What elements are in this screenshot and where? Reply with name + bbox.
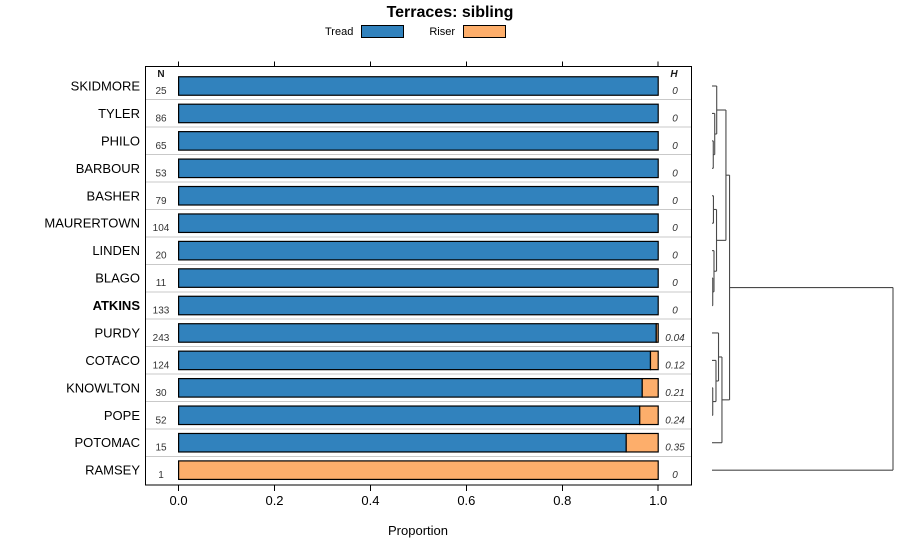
n-value: 243 [153, 333, 170, 344]
n-value: 104 [153, 223, 170, 234]
h-value: 0 [672, 196, 678, 207]
n-value: 53 [155, 168, 167, 179]
n-value: 30 [155, 388, 167, 399]
axis-tick-label: 0.0 [170, 493, 188, 508]
tread-segment-ATKINS [178, 295, 659, 316]
tread-segment-KNOWLTON [178, 377, 643, 398]
h-value: 0 [672, 251, 678, 262]
h-value: 0 [672, 113, 678, 124]
axis-tick-label: 0.2 [265, 493, 283, 508]
tread-segment-PHILO [178, 131, 659, 151]
n-value: 79 [155, 196, 167, 207]
row-label-ATKINS: ATKINS [93, 298, 141, 313]
n-column-header: N [157, 69, 165, 80]
legend-item-riser: Riser [429, 25, 506, 38]
h-column-header: H [670, 69, 678, 80]
h-value: 0 [672, 141, 678, 152]
h-value: 0 [672, 168, 678, 179]
tread-segment-COTACO [178, 350, 652, 371]
n-value: 20 [155, 251, 167, 262]
n-value: 52 [155, 415, 167, 426]
axis-tick-label: 0.8 [553, 493, 571, 508]
row-label-BLAGO: BLAGO [95, 271, 140, 286]
row-label-TYLER: TYLER [98, 106, 140, 121]
x-axis-label: Proportion [388, 523, 448, 538]
riser-segment-RAMSEY [178, 460, 659, 481]
h-value: 0 [672, 470, 678, 481]
n-value: 124 [153, 360, 170, 371]
row-label-KNOWLTON: KNOWLTON [66, 380, 140, 395]
riser-segment-POTOMAC [625, 432, 659, 453]
row-label-COTACO: COTACO [85, 353, 140, 368]
tread-segment-MAURERTOWN [178, 213, 659, 234]
axis-tick-label: 0.6 [457, 493, 475, 508]
h-value: 0.12 [665, 360, 685, 371]
row-label-PHILO: PHILO [101, 133, 140, 148]
legend-label-riser: Riser [429, 25, 455, 38]
legend: Tread Riser [325, 25, 506, 38]
h-value: 0.35 [665, 443, 685, 454]
riser-segment-COTACO [649, 350, 659, 371]
row-label-SKIDMORE: SKIDMORE [71, 79, 141, 94]
h-value: 0 [672, 306, 678, 317]
n-value: 25 [155, 86, 167, 97]
h-value: 0 [672, 223, 678, 234]
axis-tick-label: 0.4 [361, 493, 379, 508]
row-label-LINDEN: LINDEN [92, 243, 140, 258]
tread-segment-TYLER [178, 103, 659, 124]
h-value: 0.04 [665, 333, 685, 344]
tread-swatch [361, 25, 405, 38]
riser-segment-PURDY [655, 323, 659, 343]
row-label-BASHER: BASHER [87, 188, 140, 203]
tread-segment-BARBOUR [178, 158, 659, 179]
n-value: 1 [158, 470, 164, 481]
axis-tick-label: 1.0 [649, 493, 667, 508]
row-label-POPE: POPE [104, 408, 140, 423]
tread-segment-PURDY [178, 323, 657, 343]
riser-swatch [463, 25, 506, 38]
h-value: 0 [672, 86, 678, 97]
n-value: 15 [155, 443, 167, 454]
legend-label-tread: Tread [325, 25, 354, 38]
n-value: 11 [156, 278, 167, 289]
row-label-POTOMAC: POTOMAC [75, 435, 141, 450]
plot-box [145, 66, 692, 486]
riser-segment-KNOWLTON [641, 377, 659, 398]
tread-segment-POPE [178, 405, 641, 426]
tread-segment-SKIDMORE [178, 76, 659, 96]
tread-segment-BASHER [178, 185, 659, 206]
row-label-RAMSEY: RAMSEY [85, 463, 140, 478]
tread-segment-BLAGO [178, 268, 659, 288]
tread-segment-POTOMAC [178, 432, 627, 453]
tread-segment-LINDEN [178, 240, 659, 261]
legend-item-tread: Tread [325, 25, 405, 38]
n-value: 133 [153, 306, 170, 317]
row-label-BARBOUR: BARBOUR [76, 161, 140, 176]
riser-segment-POPE [639, 405, 659, 426]
n-value: 65 [155, 141, 167, 152]
row-label-PURDY: PURDY [94, 325, 140, 340]
h-value: 0.24 [665, 415, 685, 426]
row-label-MAURERTOWN: MAURERTOWN [44, 216, 140, 231]
n-value: 86 [155, 113, 167, 124]
chart-title: Terraces: sibling [386, 4, 514, 21]
h-value: 0 [672, 278, 678, 289]
h-value: 0.21 [665, 388, 684, 399]
